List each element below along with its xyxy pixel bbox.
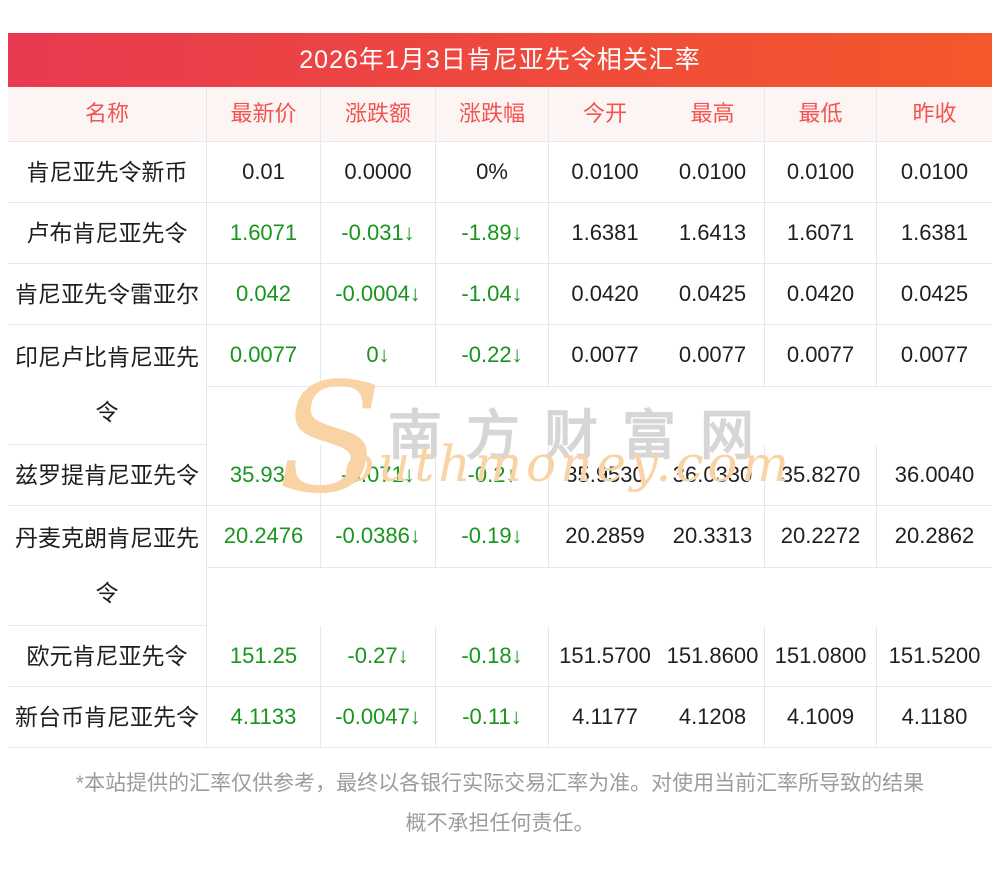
cell-prev_close: 151.5200 [877,626,992,687]
table-row: 肯尼亚先令新币 0.01 0.0000 0% 0.0100 0.0100 0.0100 0.0… [8,142,992,203]
disclaimer-line-2: 概不承担任何责任。 [405,812,595,835]
table-row: 新台币肯尼亚先令 4.1133 -0.0047↓ -0.11↓ 4.1177 4.1208… [8,687,992,748]
currency-name: 肯尼亚先令雷亚尔 [8,264,207,325]
table-row: 肯尼亚先令雷亚尔 0.042 -0.0004↓ -1.04↓ 0.0420 0.0425 0… [8,264,992,325]
disclaimer: *本站提供的汇率仅供参考，最终以各银行实际交易汇率为准。对使用当前汇率所导致的结… [8,764,992,844]
column-header-7: 昨收 [877,87,992,142]
table-row: 印尼卢比肯尼亚先令 0.0077 0↓ -0.22↓ 0.0077 0.0077 0.007… [8,325,992,445]
cell-low: 0.0077 [765,325,877,387]
cell-open: 20.2859 [549,506,661,568]
cell-prev_close: 0.0077 [877,325,992,387]
cell-prev_close: 0.0100 [877,142,992,203]
cell-change_pct: -0.19↓ [436,506,549,568]
cell-open: 0.0420 [549,264,661,325]
table-row: 兹罗提肯尼亚先令 35.933 -0.071↓ -0.2↓ 35.9530 36.0330… [8,445,992,506]
cell-open: 0.0077 [549,325,661,387]
currency-name: 兹罗提肯尼亚先令 [8,445,207,506]
cell-low: 151.0800 [765,626,877,687]
cell-high: 4.1208 [661,687,765,748]
cell-change_pct: -0.22↓ [436,325,549,387]
cell-change: 0↓ [321,325,436,387]
currency-name: 卢布肯尼亚先令 [8,203,207,264]
rates-table: 名称 最新价 涨跌额 涨跌幅 今开 最高 最低 昨收 肯尼亚先令新币 0.01 0.0000 0% 0… [8,87,992,748]
cell-prev_close: 4.1180 [877,687,992,748]
cell-high: 36.0330 [661,445,765,506]
cell-prev_close: 36.0040 [877,445,992,506]
cell-low: 0.0100 [765,142,877,203]
cell-latest: 151.25 [207,626,321,687]
cell-latest: 0.0077 [207,325,321,387]
currency-name: 欧元肯尼亚先令 [8,626,207,687]
cell-latest: 0.01 [207,142,321,203]
column-header-3: 涨跌幅 [436,87,549,142]
cell-high: 20.3313 [661,506,765,568]
cell-high: 1.6413 [661,203,765,264]
currency-name: 肯尼亚先令新币 [8,142,207,203]
cell-latest: 20.2476 [207,506,321,568]
table-row: 卢布肯尼亚先令 1.6071 -0.031↓ -1.89↓ 1.6381 1.6413 1.… [8,203,992,264]
currency-name: 印尼卢比肯尼亚先令 [8,325,207,445]
cell-open: 0.0100 [549,142,661,203]
cell-high: 0.0425 [661,264,765,325]
cell-change_pct: -0.2↓ [436,445,549,506]
column-header-2: 涨跌额 [321,87,436,142]
table-body: 肯尼亚先令新币 0.01 0.0000 0% 0.0100 0.0100 0.0100 0.0… [8,142,992,748]
cell-change_pct: -1.04↓ [436,264,549,325]
cell-high: 151.8600 [661,626,765,687]
cell-low: 4.1009 [765,687,877,748]
cell-low: 0.0420 [765,264,877,325]
cell-open: 35.9530 [549,445,661,506]
table-row: 丹麦克朗肯尼亚先令 20.2476 -0.0386↓ -0.19↓ 20.2859 20.… [8,506,992,626]
table-row: 欧元肯尼亚先令 151.25 -0.27↓ -0.18↓ 151.5700 151.860… [8,626,992,687]
cell-change: -0.0047↓ [321,687,436,748]
cell-open: 1.6381 [549,203,661,264]
cell-high: 0.0077 [661,325,765,387]
cell-change_pct: -0.18↓ [436,626,549,687]
cell-change_pct: -1.89↓ [436,203,549,264]
cell-prev_close: 1.6381 [877,203,992,264]
currency-name: 新台币肯尼亚先令 [8,687,207,748]
column-header-6: 最低 [765,87,877,142]
currency-name: 丹麦克朗肯尼亚先令 [8,506,207,626]
cell-change: 0.0000 [321,142,436,203]
cell-prev_close: 0.0425 [877,264,992,325]
disclaimer-line-1: *本站提供的汇率仅供参考，最终以各银行实际交易汇率为准。对使用当前汇率所导致的结… [75,772,925,795]
column-header-4: 今开 [549,87,661,142]
page-title: 2026年1月3日肯尼亚先令相关汇率 [8,33,992,87]
page: 2026年1月3日肯尼亚先令相关汇率 名称 最新价 涨跌额 涨跌幅 今开 最高 最低 昨收 肯… [8,33,992,844]
cell-change: -0.071↓ [321,445,436,506]
cell-change: -0.0004↓ [321,264,436,325]
cell-change: -0.27↓ [321,626,436,687]
cell-latest: 1.6071 [207,203,321,264]
column-header-1: 最新价 [207,87,321,142]
column-header-5: 最高 [661,87,765,142]
cell-change_pct: -0.11↓ [436,687,549,748]
cell-latest: 0.042 [207,264,321,325]
table-header-row: 名称 最新价 涨跌额 涨跌幅 今开 最高 最低 昨收 [8,87,992,142]
cell-change_pct: 0% [436,142,549,203]
cell-low: 1.6071 [765,203,877,264]
cell-change: -0.031↓ [321,203,436,264]
cell-prev_close: 20.2862 [877,506,992,568]
column-header-0: 名称 [8,87,207,142]
cell-latest: 4.1133 [207,687,321,748]
cell-high: 0.0100 [661,142,765,203]
cell-latest: 35.933 [207,445,321,506]
cell-low: 35.8270 [765,445,877,506]
cell-low: 20.2272 [765,506,877,568]
cell-open: 151.5700 [549,626,661,687]
cell-change: -0.0386↓ [321,506,436,568]
cell-open: 4.1177 [549,687,661,748]
